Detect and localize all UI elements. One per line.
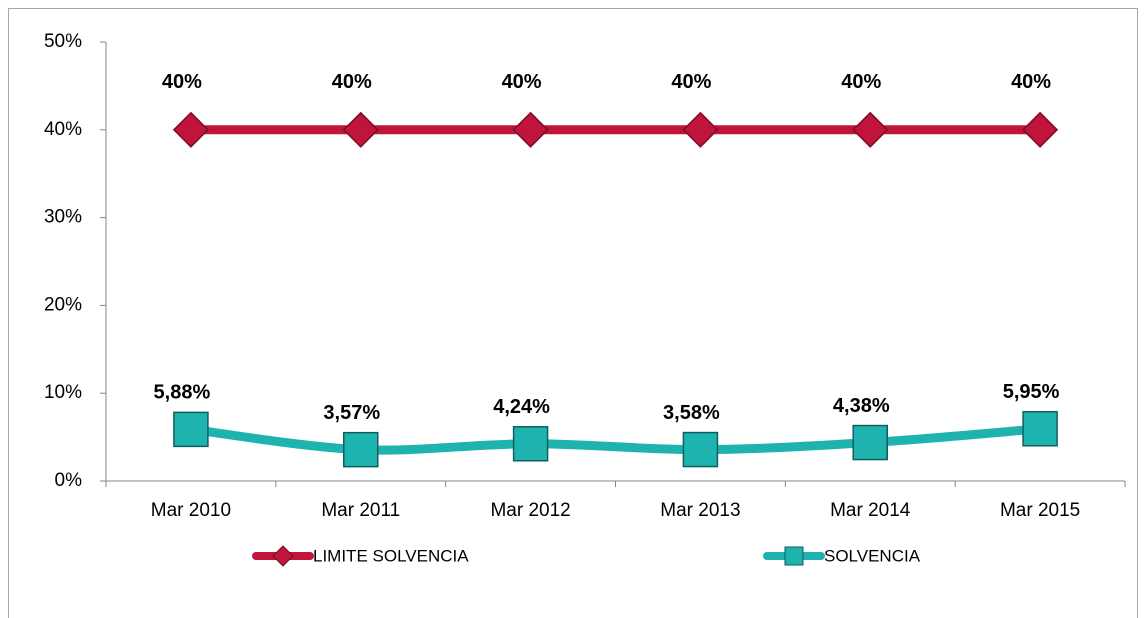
x-tick-label: Mar 2015 [1000, 500, 1080, 521]
data-label: 40% [841, 71, 881, 93]
y-tick-label: 30% [44, 207, 82, 228]
data-label: 40% [332, 71, 372, 93]
data-point [682, 111, 719, 148]
data-point [342, 111, 379, 148]
series-line [186, 424, 1045, 455]
data-label: 5,88% [154, 382, 211, 404]
x-tick-label: Mar 2010 [151, 500, 231, 521]
data-label: 4,24% [493, 396, 550, 418]
y-tick-label: 40% [44, 119, 82, 140]
data-label: 4,38% [833, 395, 890, 417]
legend-marker [272, 545, 294, 567]
y-tick-label: 50% [44, 31, 82, 52]
data-point [172, 111, 209, 148]
y-tick-label: 0% [55, 470, 83, 491]
x-tick-label: Mar 2014 [830, 500, 911, 521]
data-label: 40% [502, 71, 542, 93]
legend-label: LIMITE SOLVENCIA [313, 546, 469, 565]
chart-frame [8, 8, 1138, 618]
data-point [1022, 411, 1058, 447]
data-point [1022, 111, 1059, 148]
x-tick-label: Mar 2012 [490, 500, 570, 521]
data-point [852, 111, 889, 148]
data-point [682, 431, 719, 468]
data-label: 3,58% [663, 402, 720, 424]
y-tick-label: 20% [44, 294, 82, 315]
legend-marker [784, 546, 804, 566]
data-label: 5,95% [1003, 381, 1060, 403]
data-point [173, 411, 209, 448]
x-tick-label: Mar 2011 [321, 500, 400, 521]
data-label: 40% [1011, 71, 1051, 93]
data-label: 3,57% [323, 402, 380, 424]
data-label: 40% [162, 71, 202, 93]
data-label: 40% [671, 71, 711, 93]
data-point [512, 111, 549, 148]
data-point [343, 431, 379, 468]
data-point [512, 426, 549, 462]
y-tick-label: 10% [44, 382, 82, 403]
data-point [852, 424, 888, 461]
x-tick-label: Mar 2013 [660, 500, 740, 521]
legend-label: SOLVENCIA [824, 546, 921, 565]
